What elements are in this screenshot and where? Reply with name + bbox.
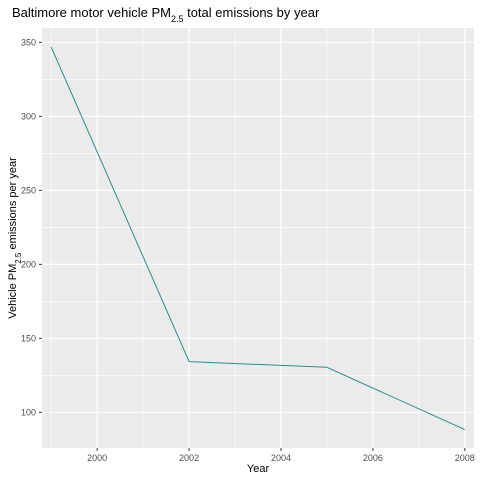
chart-title-prefix: Baltimore motor vehicle PM bbox=[12, 5, 171, 20]
x-tick-label: 2008 bbox=[455, 453, 475, 463]
x-tick-label: 2004 bbox=[271, 453, 291, 463]
y-tick-label: 300 bbox=[21, 111, 36, 121]
chart-title-suffix: total emissions by year bbox=[183, 5, 320, 20]
x-tick-label: 2002 bbox=[179, 453, 199, 463]
x-tick-label: 2006 bbox=[363, 453, 383, 463]
y-tick-label: 150 bbox=[21, 333, 36, 343]
plot-panel bbox=[42, 28, 474, 448]
y-axis-title-subscript: 2.5 bbox=[14, 252, 23, 264]
y-tick-label: 100 bbox=[21, 407, 36, 417]
y-tick-label: 250 bbox=[21, 185, 36, 195]
chart-title: Baltimore motor vehicle PM2.5 total emis… bbox=[12, 5, 320, 24]
y-axis-title-suffix: emissions per year bbox=[7, 157, 19, 253]
x-tick-label: 2000 bbox=[87, 453, 107, 463]
grid-layer bbox=[42, 28, 474, 448]
y-tick-label: 350 bbox=[21, 37, 36, 47]
chart-title-subscript: 2.5 bbox=[171, 14, 184, 24]
series-layer bbox=[50, 46, 466, 431]
x-axis-title: Year bbox=[247, 463, 270, 475]
series-line bbox=[50, 46, 466, 431]
y-axis-title: Vehicle PM2.5 emissions per year bbox=[7, 157, 23, 319]
y-axis-title-prefix: Vehicle PM bbox=[7, 264, 19, 319]
y-tick-label: 200 bbox=[21, 259, 36, 269]
ticks-layer: 100 150 200 250 300 350 2000 2002 2004 2006 2008 bbox=[21, 37, 475, 463]
